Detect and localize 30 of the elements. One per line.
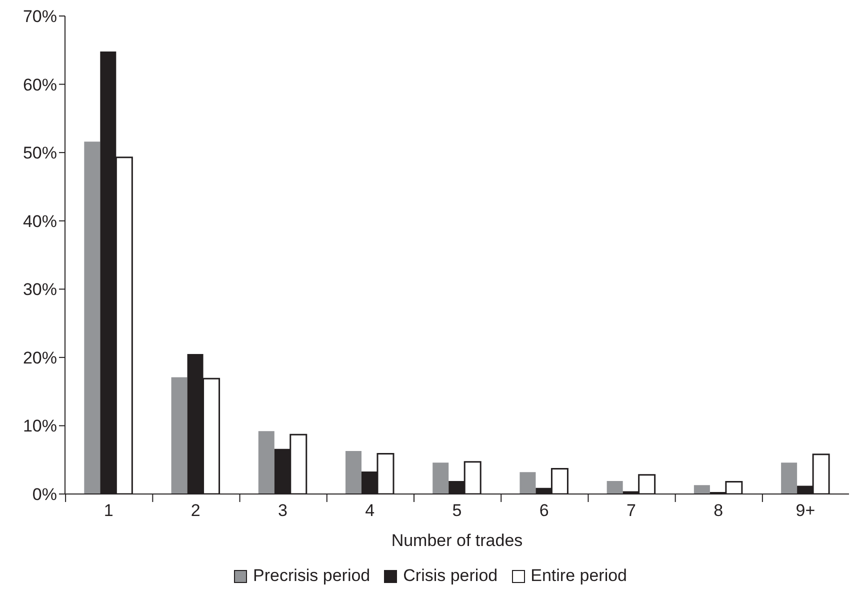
x-tick-label: 5 bbox=[452, 501, 462, 520]
bar bbox=[258, 431, 274, 494]
legend-label: Crisis period bbox=[403, 566, 498, 586]
x-tick-label: 3 bbox=[278, 501, 288, 520]
x-axis-title: Number of trades bbox=[391, 531, 523, 550]
bar bbox=[606, 481, 623, 494]
x-tick-label: 7 bbox=[626, 501, 636, 520]
x-tick-label: 6 bbox=[539, 501, 549, 520]
bar bbox=[520, 472, 536, 494]
y-tick-label: 20% bbox=[22, 348, 57, 368]
bar bbox=[694, 485, 710, 494]
y-tick-label: 40% bbox=[22, 212, 57, 231]
bar bbox=[346, 450, 362, 494]
y-tick-label: 10% bbox=[22, 416, 57, 436]
y-tick-label: 50% bbox=[22, 144, 57, 163]
x-tick-label: 2 bbox=[190, 501, 200, 520]
x-tick-label: 4 bbox=[365, 501, 375, 520]
y-tick-label: 0% bbox=[32, 485, 57, 504]
bar bbox=[432, 462, 449, 494]
y-tick-label: 30% bbox=[22, 280, 57, 300]
x-tick-label: 1 bbox=[104, 501, 114, 520]
x-tick-label: 8 bbox=[714, 501, 724, 520]
legend-label: Entire period bbox=[530, 566, 628, 586]
bar bbox=[781, 462, 798, 494]
y-tick-label: 70% bbox=[22, 7, 57, 26]
bar bbox=[84, 142, 100, 494]
bar bbox=[171, 377, 188, 494]
legend-label: Precrisis period bbox=[252, 566, 370, 586]
y-tick-label: 60% bbox=[22, 75, 57, 94]
x-tick-label: 9+ bbox=[796, 501, 816, 520]
